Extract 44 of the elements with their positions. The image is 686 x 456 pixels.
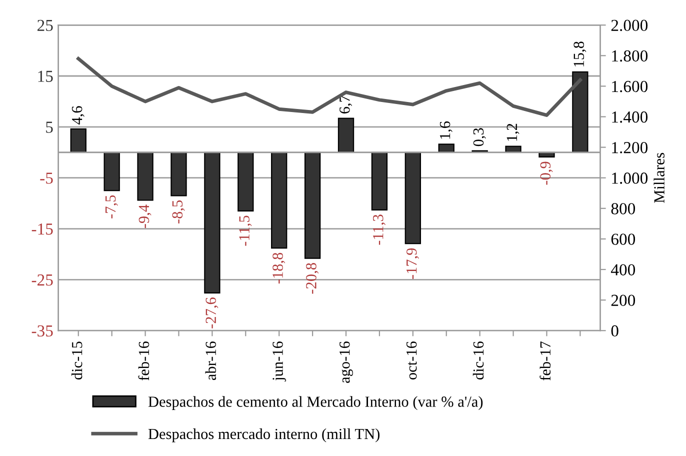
y-tick-label: -15 [32, 224, 53, 235]
data-label: -11,3 [373, 214, 386, 245]
data-label: -18,8 [272, 252, 286, 284]
data-label: -20,8 [306, 263, 319, 294]
x-tick-label: dic-15 [71, 342, 82, 380]
y2-tick-label: 1.200 [612, 142, 648, 154]
y-tick-label: 25 [38, 20, 53, 32]
data-label: -11,5 [239, 216, 252, 246]
x-tick-label: abr-16 [205, 341, 216, 380]
x-tick-label: dic-16 [472, 341, 484, 380]
data-label: -0,9 [540, 162, 553, 185]
legend-label: Despachos mercado interno (mill TN) [148, 428, 380, 442]
y-tick-label: -5 [40, 172, 53, 184]
data-label: 4,6 [72, 106, 84, 124]
data-label: -17,9 [406, 248, 419, 279]
y2-tick-label: 600 [611, 234, 636, 245]
y2-tick-label: 1.800 [612, 50, 648, 62]
data-label: -8,5 [172, 200, 185, 224]
y2-tick-label: 1.400 [612, 111, 648, 123]
x-tick-label: feb-16 [138, 341, 150, 380]
data-label: 15,8 [574, 42, 586, 66]
y2-tick-label: 2.000 [611, 20, 648, 32]
data-label: 1,6 [440, 121, 452, 139]
y2-tick-label: 200 [611, 294, 636, 306]
y-tick-label: 5 [46, 122, 53, 133]
y2-tick-label: 800 [611, 203, 636, 214]
x-tick-label: feb-17 [540, 341, 551, 380]
data-label: -27,6 [206, 298, 218, 328]
y2-tick-label: 400 [610, 264, 636, 276]
x-tick-label: oct-16 [406, 341, 417, 380]
y2-tick-label: 1.000 [612, 172, 648, 184]
data-label: 1,2 [506, 124, 520, 141]
y-tick-label: -35 [32, 325, 53, 337]
data-label: -7,5 [106, 195, 118, 218]
legend-label: Despachos de cemento al Mercado Interno (var % a'/a) [148, 396, 483, 410]
y2-axis-title: Millares [654, 152, 664, 203]
y2-tick-label: 0 [611, 325, 618, 337]
data-label: 0,3 [473, 128, 486, 146]
y-tick-label: 15 [38, 70, 53, 82]
y-tick-label: -25 [32, 274, 53, 286]
y2-tick-label: 1.600 [612, 80, 648, 92]
x-tick-label: ago-16 [340, 341, 353, 383]
x-tick-label: jun-16 [272, 341, 286, 382]
data-label: -9,4 [138, 204, 152, 228]
